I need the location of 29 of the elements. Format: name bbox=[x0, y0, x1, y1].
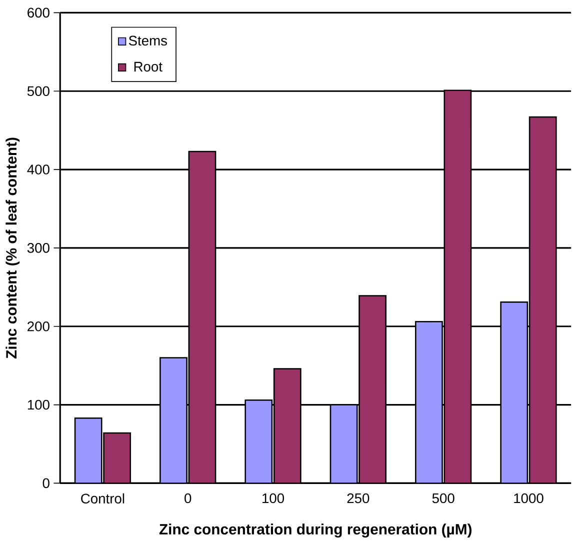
y-tick-label: 300 bbox=[27, 242, 50, 253]
bar bbox=[160, 358, 187, 484]
x-tick-label: Control bbox=[81, 493, 124, 504]
y-tick-label: 400 bbox=[27, 164, 50, 174]
bar bbox=[444, 90, 472, 484]
y-tick-label: 500 bbox=[27, 86, 50, 96]
x-tick-label: 500 bbox=[432, 493, 454, 503]
bar bbox=[330, 404, 358, 484]
legend-label: Stems bbox=[128, 36, 168, 46]
bar bbox=[188, 151, 216, 484]
bar bbox=[416, 321, 442, 484]
y-tick-label: 600 bbox=[28, 8, 50, 18]
x-tick-label: 100 bbox=[262, 493, 284, 503]
bar bbox=[104, 432, 130, 484]
x-tick-label: 250 bbox=[347, 493, 370, 503]
legend-label: Root bbox=[134, 62, 162, 72]
bar bbox=[274, 368, 301, 484]
y-tick-label: 200 bbox=[28, 321, 50, 332]
x-axis-title: Zinc concentration during regeneration (µM) bbox=[159, 523, 472, 538]
y-tick-label: 0 bbox=[42, 478, 50, 488]
bar bbox=[245, 400, 272, 484]
y-axis-title: Zinc content (% of leaf content) bbox=[6, 138, 20, 358]
x-tick-label: 0 bbox=[184, 493, 192, 503]
bar bbox=[500, 301, 528, 484]
bar bbox=[528, 116, 557, 484]
bar bbox=[75, 418, 102, 484]
y-tick-label: 100 bbox=[28, 400, 50, 410]
bar bbox=[359, 296, 386, 484]
x-tick-label: 1000 bbox=[514, 493, 544, 503]
